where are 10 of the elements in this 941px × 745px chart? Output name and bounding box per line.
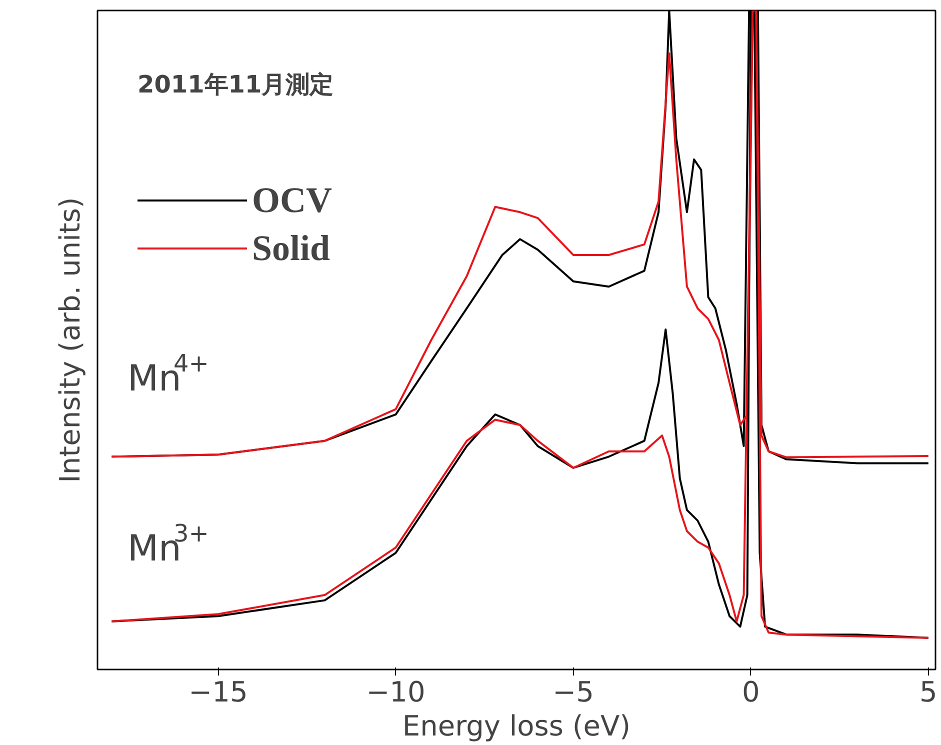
x-tick-label: 5: [919, 676, 938, 708]
legend-label: OCV: [252, 179, 332, 221]
y-axis-title: Intensity (arb. units): [54, 197, 86, 483]
x-tick-label: 0: [742, 676, 760, 708]
x-tick-label: −10: [366, 676, 426, 708]
x-tick-label: −5: [552, 676, 594, 708]
legend-label: Solid: [252, 227, 330, 269]
x-tick-label: −15: [188, 676, 248, 708]
annotation: 2011年11月測定: [138, 70, 334, 98]
x-axis-title: Energy loss (eV): [402, 710, 631, 742]
